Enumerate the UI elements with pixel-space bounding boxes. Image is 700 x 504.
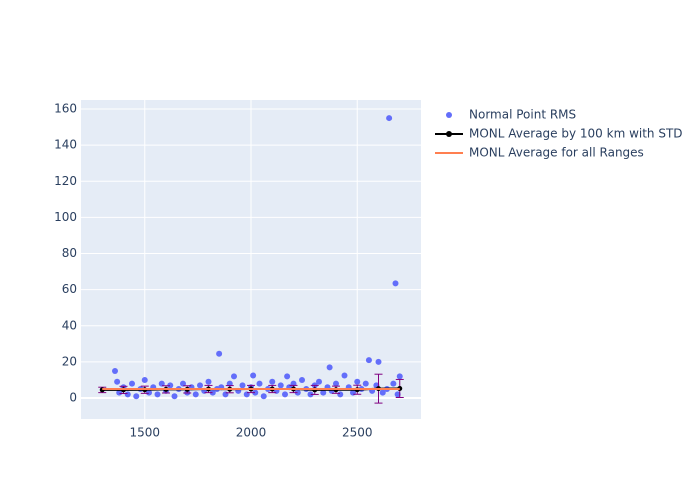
point	[250, 372, 257, 379]
point	[216, 350, 223, 357]
legend-marker	[446, 131, 452, 137]
point	[112, 367, 118, 374]
x-tick-label: 2500	[342, 426, 373, 440]
point	[341, 372, 348, 379]
y-tick-label: 60	[62, 282, 77, 296]
point	[158, 380, 165, 387]
y-tick-label: 0	[69, 391, 77, 405]
y-tick-label: 80	[62, 246, 77, 260]
point	[379, 389, 386, 396]
point	[171, 393, 178, 400]
point	[209, 389, 216, 396]
point	[180, 380, 186, 387]
point	[284, 373, 291, 380]
point	[320, 389, 327, 396]
plot-area	[98, 115, 404, 404]
point	[141, 376, 148, 383]
point	[256, 380, 263, 387]
point	[231, 373, 237, 380]
point	[197, 382, 203, 389]
point	[354, 378, 361, 385]
point	[390, 380, 397, 387]
point	[316, 378, 322, 385]
point	[146, 389, 152, 396]
legend-label: MONL Average for all Ranges	[469, 146, 644, 160]
point	[167, 382, 174, 389]
x-tick-label: 2000	[236, 426, 267, 440]
point	[282, 391, 288, 398]
y-tick-label: 20	[62, 354, 77, 368]
point	[386, 115, 393, 122]
point	[394, 391, 401, 398]
point	[299, 376, 305, 383]
y-tick-label: 160	[54, 102, 77, 116]
y-tick-label: 40	[62, 318, 77, 332]
point	[154, 391, 161, 398]
point	[326, 364, 333, 371]
point	[337, 391, 344, 398]
y-tick-label: 120	[54, 174, 77, 188]
point	[239, 382, 246, 389]
point	[269, 378, 276, 385]
point	[396, 373, 403, 380]
point	[133, 393, 140, 400]
point	[192, 391, 199, 398]
point	[307, 391, 314, 398]
legend-label: Normal Point RMS	[469, 108, 576, 122]
y-tick-label: 100	[54, 210, 77, 224]
point	[116, 389, 123, 396]
point	[294, 389, 301, 396]
point	[277, 382, 284, 389]
legend-marker	[446, 112, 452, 118]
y-tick-label: 140	[54, 138, 77, 152]
point	[129, 380, 135, 387]
point	[362, 380, 369, 387]
legend-label: MONL Average by 100 km with STD	[469, 127, 683, 141]
point	[375, 358, 382, 365]
point	[205, 378, 212, 385]
point	[392, 280, 399, 287]
point	[260, 393, 267, 400]
point	[333, 380, 339, 387]
point	[124, 391, 131, 398]
point	[365, 357, 372, 364]
point	[252, 389, 259, 396]
x-tick-label: 1500	[129, 426, 160, 440]
point	[114, 378, 121, 385]
